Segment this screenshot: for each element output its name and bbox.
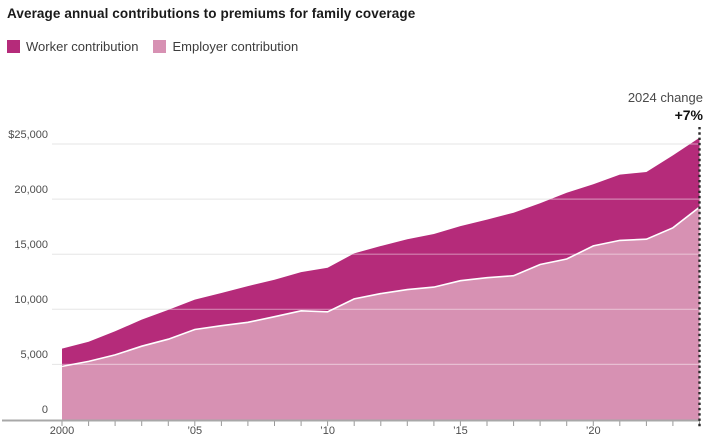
- y-axis-label: 10,000: [14, 293, 48, 306]
- x-axis-label: ’10: [320, 425, 335, 437]
- legend-label-employer: Employer contribution: [172, 39, 299, 54]
- y-axis-label: 20,000: [14, 183, 48, 196]
- y-axis-label: $25,000: [8, 128, 48, 141]
- legend-item-worker: Worker contribution: [7, 39, 138, 54]
- annotation-value: +7%: [674, 106, 703, 123]
- worker-contribution-area: [62, 137, 700, 367]
- annotation-label: 2024 change: [627, 90, 703, 105]
- x-axis-label: ’15: [453, 425, 468, 437]
- y-axis-label: 5,000: [20, 348, 48, 361]
- x-axis-label: ’20: [585, 425, 601, 437]
- chart-title: Average annual contributions to premiums…: [7, 6, 416, 21]
- employer-swatch-icon: [153, 40, 167, 53]
- legend-label-worker: Worker contribution: [26, 39, 139, 54]
- annotation-2024-change: 2024 change +7%: [627, 90, 703, 123]
- x-axis-label: 2000: [49, 425, 75, 437]
- employer-contribution-area: [62, 207, 700, 420]
- worker-swatch-icon: [7, 40, 20, 53]
- y-axis-label: 0: [41, 404, 48, 416]
- series-separator-line: [61, 206, 700, 368]
- y-axis-label: 15,000: [14, 238, 48, 251]
- legend: Worker contribution Employer contributio…: [7, 39, 298, 54]
- x-axis-label: ’05: [187, 425, 203, 437]
- legend-item-employer: Employer contribution: [153, 39, 298, 54]
